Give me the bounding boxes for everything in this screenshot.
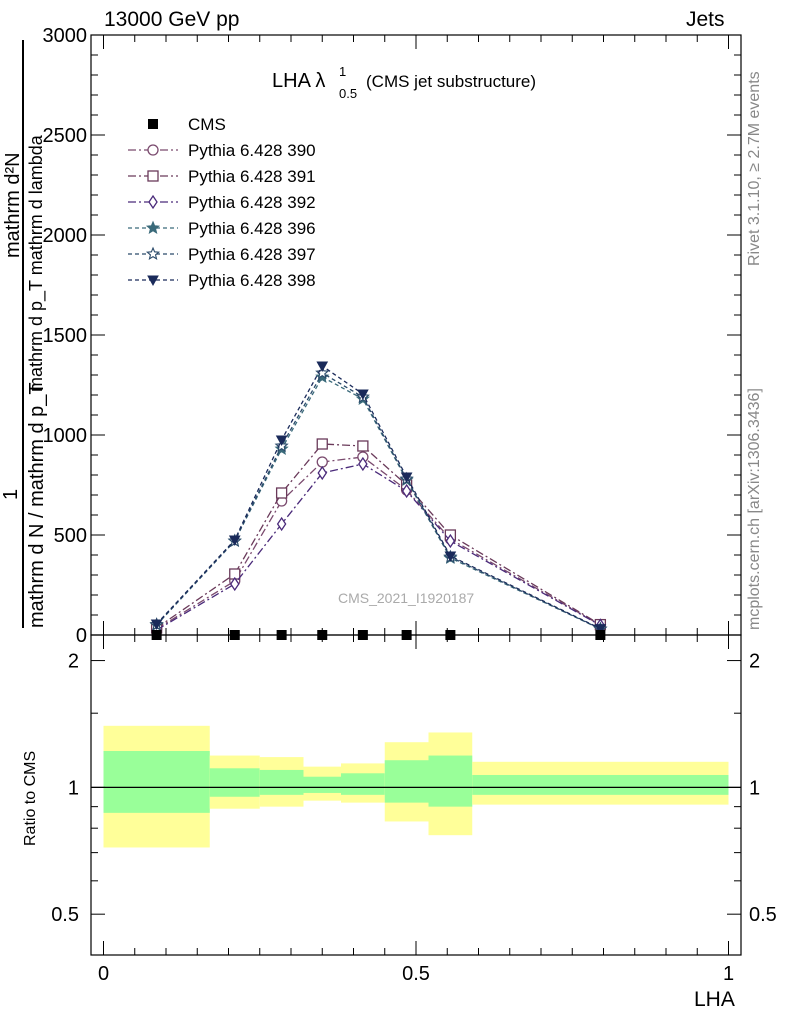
legend-marker	[147, 144, 159, 156]
plot-title-sub: 0.5	[339, 86, 357, 101]
series-point	[316, 456, 328, 468]
series-line	[156, 456, 601, 630]
ratio-axis-ticks: 0.5 0.5 1 1 2 2 0 0.5 1	[51, 635, 777, 985]
legend-label: Pythia 6.428 396	[188, 219, 316, 238]
ratio-inner-band	[341, 773, 385, 795]
series-point	[445, 533, 456, 549]
main-ytick-label: 1500	[43, 325, 88, 347]
legend-marker	[147, 275, 159, 287]
series-point	[358, 456, 368, 472]
main-ytick-label: 1000	[43, 425, 88, 447]
xtick-label: 0.5	[402, 963, 430, 985]
ratio-bands	[103, 725, 729, 848]
series-line	[156, 365, 601, 630]
series-point	[401, 483, 412, 499]
main-ytick-label: 500	[54, 525, 87, 547]
legend: CMS Pythia 6.428 390 Pythia 6.428 391 Pythi…	[128, 115, 316, 290]
series-point	[357, 389, 369, 401]
ratio-inner-band	[259, 769, 304, 795]
series-point	[276, 516, 287, 532]
series-point	[150, 619, 163, 631]
ratio-inner-band	[472, 774, 729, 795]
main-ytick-label: 2000	[43, 225, 88, 247]
series-point	[316, 438, 328, 450]
cms-data-point	[445, 630, 456, 640]
main-axis-ticks: 0 500 1000 1500 2000 2500 3000	[43, 25, 741, 647]
series-line	[156, 443, 601, 629]
series-point	[594, 624, 607, 635]
ratio-inner-band	[384, 760, 429, 803]
legend-label: Pythia 6.428 398	[188, 271, 316, 290]
legend-cms-marker	[148, 119, 158, 129]
series-point	[400, 472, 413, 484]
main-ylabel-fraction-line	[22, 40, 24, 628]
ratio-inner-band	[303, 776, 341, 793]
main-ytick-label: 0	[76, 625, 87, 647]
legend-marker	[145, 246, 161, 261]
ratio-ytick-label-right: 1	[749, 777, 760, 799]
series-layer	[149, 361, 608, 638]
x-axis-label: LHA	[694, 988, 735, 1011]
xtick-label: 1	[723, 963, 734, 985]
cms-data-point	[276, 630, 287, 640]
plot-title-suffix: (CMS jet substructure)	[366, 72, 536, 91]
legend-marker	[147, 170, 159, 182]
legend-cms-label: CMS	[188, 115, 226, 134]
series-group	[150, 361, 607, 635]
ratio-inner-band	[428, 755, 473, 807]
main-ytick-label: 3000	[43, 25, 88, 47]
xtick-label: 0	[98, 963, 109, 985]
series-point	[357, 440, 369, 452]
series-point	[275, 435, 288, 447]
cms-data-point	[401, 630, 412, 640]
series-point	[315, 365, 330, 380]
series-point	[228, 535, 241, 547]
ratio-ytick-label-right: 0.5	[749, 904, 777, 926]
series-group	[150, 451, 607, 635]
cms-data-points	[151, 630, 606, 640]
series-point	[275, 487, 288, 499]
header-energy-label: 13000 GeV pp	[104, 8, 240, 31]
cms-data-point	[317, 630, 328, 640]
cms-data-point	[229, 630, 240, 640]
ratio-ytick-label: 2	[68, 651, 79, 673]
series-line	[156, 372, 601, 630]
legend-label: Pythia 6.428 390	[188, 141, 316, 160]
series-point	[444, 551, 457, 563]
series-point	[317, 465, 328, 481]
plot-title-sup: 1	[339, 64, 346, 79]
ratio-ytick-label: 1	[68, 777, 79, 799]
ratio-inner-band	[103, 750, 210, 813]
analysis-watermark: CMS_2021_I1920187	[338, 590, 474, 606]
series-point	[229, 576, 240, 592]
series-line	[156, 463, 601, 631]
series-point	[316, 361, 329, 373]
cms-data-point	[357, 630, 368, 640]
ratio-inner-band	[209, 768, 260, 797]
legend-label: Pythia 6.428 391	[188, 167, 316, 186]
legend-marker	[145, 220, 161, 235]
plot-title: LHA λ	[272, 70, 325, 92]
cms-data-point	[595, 630, 606, 640]
legend-label: Pythia 6.428 397	[188, 245, 316, 264]
main-ytick-label: 2500	[43, 125, 88, 147]
ratio-ytick-label-right: 2	[749, 651, 760, 673]
series-group	[151, 456, 606, 638]
cms-data-point	[151, 630, 162, 640]
legend-label: Pythia 6.428 392	[188, 193, 316, 212]
legend-marker	[148, 194, 158, 210]
ratio-ytick-label: 0.5	[51, 904, 79, 926]
header-jets-label: Jets	[686, 8, 725, 31]
